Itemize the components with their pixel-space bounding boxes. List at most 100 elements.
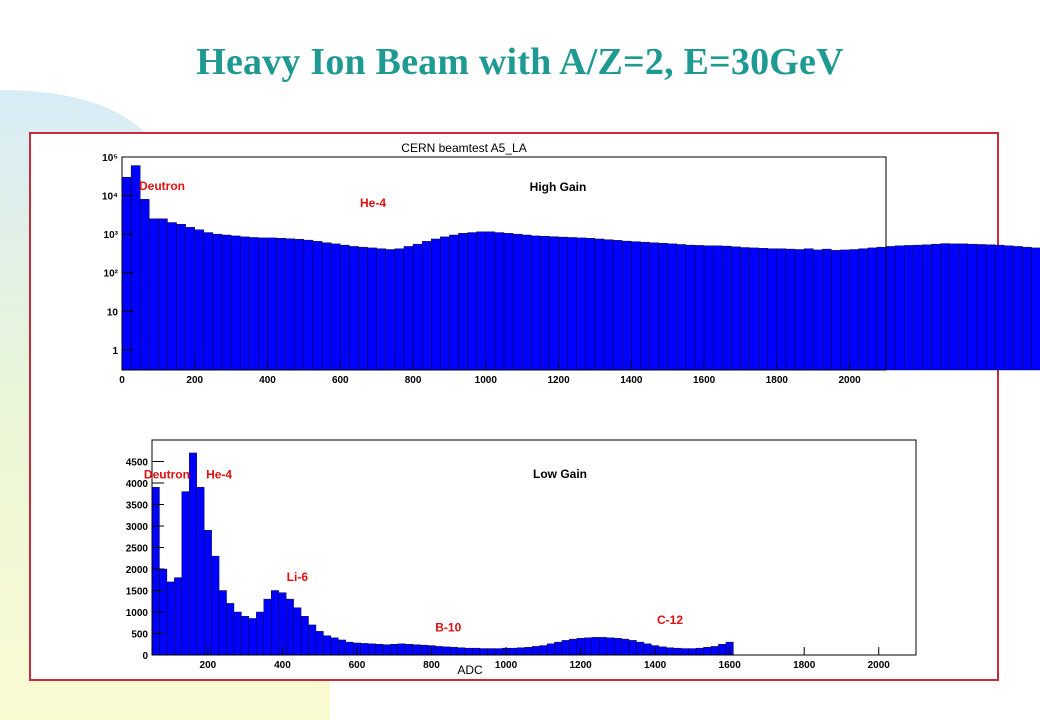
histogram-bar <box>421 241 432 371</box>
histogram-bar <box>1004 245 1014 371</box>
histogram-bar <box>509 647 518 656</box>
y-tick-label: 0 <box>142 651 148 662</box>
histogram-bar <box>531 646 540 656</box>
histogram-bar <box>323 635 332 656</box>
histogram-bar <box>643 643 652 656</box>
x-tick-label: 0 <box>119 375 125 386</box>
histogram-bar <box>258 237 268 371</box>
histogram-bar <box>345 641 354 656</box>
histogram-bar <box>767 248 778 371</box>
histogram-bar <box>221 234 232 371</box>
histogram-bar <box>658 646 667 656</box>
panel-label: Low Gain <box>533 467 587 481</box>
histogram-bar <box>300 616 309 656</box>
x-tick-label: 1400 <box>644 660 667 671</box>
histogram-bar <box>903 245 914 371</box>
histogram-bar <box>554 641 563 656</box>
histogram-bar <box>631 241 641 371</box>
x-tick-label: 1000 <box>495 660 518 671</box>
histogram-bar <box>403 246 414 371</box>
histogram-bar <box>591 637 600 656</box>
histogram-bar <box>442 646 451 656</box>
x-tick-label: 600 <box>349 660 366 671</box>
histogram-bar <box>303 239 314 371</box>
histogram-bar <box>196 487 205 656</box>
histogram-bar <box>449 647 458 656</box>
y-tick-label: 2500 <box>126 544 149 555</box>
histogram-bar <box>397 643 406 656</box>
x-tick-label: 200 <box>186 375 203 386</box>
y-tick-label: 4000 <box>126 479 149 490</box>
histogram-bar <box>840 249 850 371</box>
histogram-bar <box>831 250 841 371</box>
histogram-bar <box>894 245 905 371</box>
histogram-bar <box>1022 246 1032 371</box>
histogram-bar <box>703 245 714 371</box>
histogram-bar <box>949 243 959 371</box>
peak-annotation: Li-6 <box>287 570 309 584</box>
histogram-bar <box>476 231 487 371</box>
x-tick-label: 1400 <box>620 375 643 386</box>
x-tick-label: 1600 <box>719 660 742 671</box>
histogram-bar <box>749 247 759 371</box>
histogram-bar <box>376 248 386 371</box>
histogram-bar <box>338 639 346 656</box>
y-tick-label: 3000 <box>126 522 149 533</box>
histogram-bar <box>666 647 674 656</box>
histogram-bar <box>248 618 257 656</box>
histogram-bar <box>613 638 622 656</box>
histogram-bar <box>494 232 505 371</box>
histogram-bar <box>673 647 682 656</box>
histogram-bar <box>218 590 227 656</box>
histogram-bar <box>710 646 719 656</box>
histogram-bar <box>931 243 941 371</box>
histogram-bar <box>479 648 488 656</box>
histogram-bar <box>457 647 466 656</box>
histogram-bar <box>472 647 481 656</box>
histogram-bar <box>240 236 250 371</box>
plot-frame <box>121 156 887 371</box>
histogram-bar <box>185 227 195 371</box>
histogram-bar <box>640 241 650 371</box>
histogram-bar <box>151 487 160 656</box>
histogram-bar <box>149 218 159 371</box>
histogram-bar <box>174 577 183 656</box>
y-tick-label: 10 <box>107 307 119 318</box>
histogram-bar <box>606 637 615 656</box>
histogram-bar <box>412 644 421 656</box>
histogram-bar <box>194 229 205 371</box>
histogram-bar <box>718 644 727 656</box>
histogram-bar <box>539 645 548 656</box>
histogram-bar <box>330 637 339 656</box>
histogram-bar <box>394 248 405 371</box>
histogram-bar <box>858 248 869 371</box>
y-tick-label: 3500 <box>126 501 149 512</box>
histogram-bar <box>211 555 220 656</box>
histogram-bar <box>803 248 814 371</box>
histogram-bar <box>524 647 533 656</box>
histogram-bar <box>294 238 305 371</box>
histogram-bar <box>487 648 496 656</box>
histogram-bar <box>158 218 168 371</box>
histogram-bar <box>449 234 459 371</box>
histogram-bar <box>271 590 279 656</box>
histogram-bar <box>431 238 441 371</box>
histogram-bar <box>985 244 996 371</box>
histogram-bar <box>521 234 532 371</box>
histogram-bar <box>794 249 805 371</box>
histogram-bar <box>976 244 987 371</box>
histogram-bar <box>621 638 630 656</box>
histogram-bar <box>681 648 689 656</box>
histogram-bar <box>249 237 259 371</box>
slide-title: Heavy Ion Beam with A/Z=2, E=30GeV <box>196 41 844 83</box>
histogram-bar <box>420 644 428 656</box>
histogram-bar <box>867 247 878 371</box>
x-tick-label: 200 <box>200 660 217 671</box>
peak-annotation: B-10 <box>435 620 461 634</box>
x-tick-label: 800 <box>423 660 440 671</box>
histogram-bar <box>241 616 250 656</box>
histogram-bar <box>276 238 286 371</box>
histogram-bar <box>703 647 712 656</box>
x-tick-label: 1600 <box>693 375 716 386</box>
histogram-bar <box>940 243 950 371</box>
